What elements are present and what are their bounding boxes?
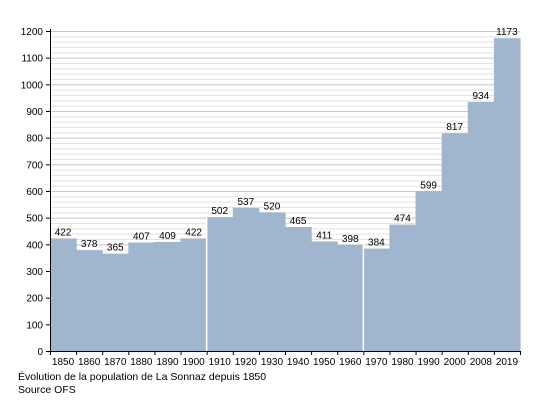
y-tick-label: 700 — [26, 160, 43, 171]
data-label: 502 — [211, 206, 228, 217]
y-tick-label: 500 — [26, 214, 43, 225]
y-tick-label: 0 — [37, 347, 43, 358]
chart-source: Source OFS — [18, 384, 76, 396]
data-label: 934 — [472, 91, 489, 102]
bar-2000 — [441, 133, 469, 351]
data-label: 378 — [81, 239, 98, 250]
bar-1970 — [363, 248, 391, 351]
bar-1920 — [232, 207, 260, 351]
bar-1950 — [311, 241, 338, 351]
x-tick-label: 1930 — [261, 357, 284, 368]
bar-1910 — [206, 217, 234, 351]
x-tick-label: 1910 — [209, 357, 232, 368]
y-tick-label: 400 — [26, 240, 43, 251]
x-tick-label: 2000 — [444, 357, 467, 368]
y-tick-label: 1000 — [21, 80, 44, 91]
y-tick-label: 600 — [26, 187, 43, 198]
x-tick-label: 1860 — [78, 357, 101, 368]
bar-1860 — [76, 250, 103, 351]
y-tick-label: 100 — [26, 320, 43, 331]
x-tick-label: 1970 — [365, 357, 388, 368]
x-tick-label: 1920 — [235, 357, 258, 368]
data-label: 537 — [237, 197, 254, 208]
data-label: 474 — [394, 214, 411, 225]
y-tick-label: 1200 — [21, 27, 44, 38]
x-tick-label: 1850 — [52, 357, 75, 368]
bar-1850 — [50, 238, 77, 351]
bar-2019 — [493, 38, 521, 351]
data-label: 422 — [55, 227, 72, 238]
data-label: 465 — [290, 216, 307, 227]
data-label: 384 — [368, 238, 385, 249]
x-tick-label: 2019 — [496, 357, 519, 368]
bar-1930 — [258, 212, 286, 351]
bar-1960 — [337, 244, 364, 351]
x-tick-label: 1950 — [313, 357, 336, 368]
data-label: 407 — [133, 231, 150, 242]
bar-1980 — [389, 224, 417, 351]
data-label: 409 — [159, 231, 176, 242]
bar-1890 — [154, 241, 182, 351]
x-tick-label: 1870 — [104, 357, 127, 368]
data-label: 817 — [446, 122, 463, 133]
bar-1940 — [285, 227, 312, 351]
bar-1870 — [102, 253, 129, 351]
x-tick-label: 1900 — [182, 357, 205, 368]
x-tick-label: 2008 — [470, 357, 493, 368]
bar-1990 — [415, 191, 443, 351]
data-label: 422 — [185, 227, 202, 238]
data-label: 411 — [316, 230, 332, 241]
x-tick-label: 1990 — [417, 357, 440, 368]
data-label: 398 — [342, 234, 359, 245]
chart-caption: Évolution de la population de La Sonnaz … — [18, 371, 267, 383]
data-label: 365 — [107, 243, 124, 254]
data-label: 1173 — [496, 27, 518, 38]
data-label: 520 — [264, 201, 281, 212]
x-tick-label: 1980 — [391, 357, 414, 368]
x-tick-label: 1890 — [156, 357, 179, 368]
y-tick-label: 800 — [26, 134, 43, 145]
data-label: 599 — [420, 180, 437, 191]
x-tick-label: 1940 — [287, 357, 310, 368]
x-tick-label: 1960 — [339, 357, 362, 368]
y-tick-label: 200 — [26, 294, 43, 305]
y-tick-label: 300 — [26, 267, 43, 278]
bar-2008 — [467, 101, 495, 351]
y-tick-label: 1100 — [21, 54, 43, 65]
bar-1880 — [128, 242, 156, 351]
y-tick-label: 900 — [26, 107, 43, 118]
bar-1900 — [180, 238, 208, 351]
x-tick-label: 1880 — [130, 357, 153, 368]
